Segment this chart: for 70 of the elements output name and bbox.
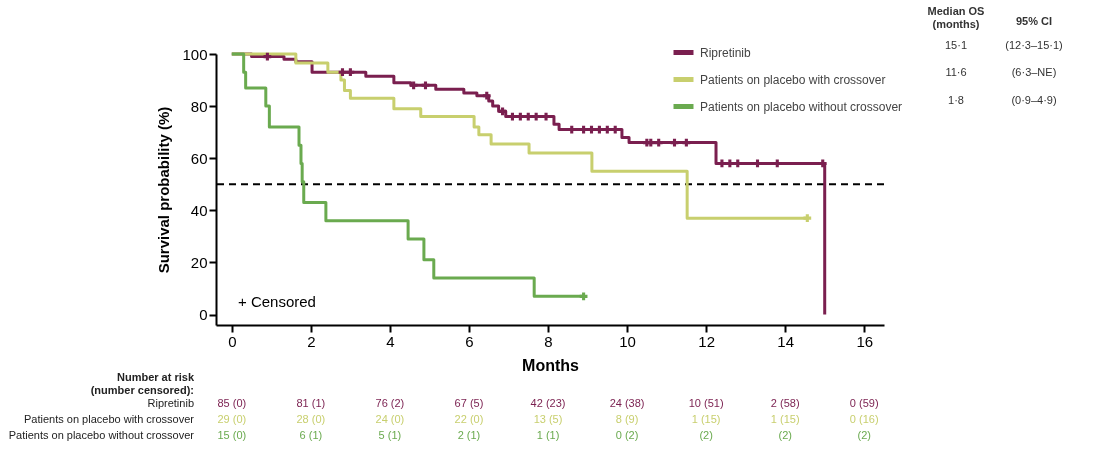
text: 28 (0) <box>296 413 326 425</box>
text: 5 (1) <box>378 429 402 441</box>
point <box>421 81 430 90</box>
x-tick-label: 0 <box>228 332 237 350</box>
text: Median OS (months) <box>927 5 985 30</box>
point <box>498 107 507 116</box>
x-tick-label: 14 <box>777 332 795 350</box>
text: 1·8 <box>948 93 964 106</box>
point <box>803 214 812 223</box>
text: 29 (0) <box>217 413 247 425</box>
text: 24 (38) <box>609 397 645 409</box>
text: 22 (0) <box>454 413 484 425</box>
x-tick-label: 6 <box>465 332 474 350</box>
y-tick-label: 0 <box>199 306 208 324</box>
legend-label: Ripretinib <box>700 45 752 60</box>
x-tick-label: 10 <box>619 332 636 350</box>
text: 76 (2) <box>375 397 405 409</box>
point <box>346 68 355 77</box>
text: 2 (58) <box>770 397 800 409</box>
point <box>409 81 418 90</box>
text: 0 (59) <box>849 397 879 409</box>
text: (6·3–NE) <box>1011 66 1057 79</box>
text: Patients on placebo with crossover <box>24 413 195 425</box>
text: 85 (0) <box>217 397 247 409</box>
text: (0·9–4·9) <box>1011 93 1057 106</box>
point <box>579 292 588 301</box>
text: 11·6 <box>945 66 967 79</box>
text: Ripretinib <box>147 397 194 409</box>
point <box>654 138 663 147</box>
text: 15 (0) <box>217 429 247 441</box>
y-tick-label: 40 <box>190 201 208 219</box>
text: 6 (1) <box>299 429 323 441</box>
x-tick-label: 16 <box>856 332 874 350</box>
x-tick-label: 4 <box>386 332 395 350</box>
text: 13 (5) <box>533 413 563 425</box>
text: 1 (15) <box>691 413 721 425</box>
x-tick-label: 2 <box>307 332 316 350</box>
y-tick-label: 100 <box>182 45 208 63</box>
x-axis-title: Months <box>522 356 580 374</box>
text: 8 (9) <box>615 413 639 425</box>
legend-label: Patients on placebo with crossover <box>700 72 886 87</box>
text: 1 (1) <box>536 429 560 441</box>
legend-label: Patients on placebo without crossover <box>700 99 903 114</box>
text: 24 (0) <box>375 413 405 425</box>
point <box>338 68 347 77</box>
y-axis-title: Survival probability (%) <box>155 106 173 274</box>
annotation: + Censored <box>238 293 316 310</box>
y-tick-label: 60 <box>190 149 208 167</box>
point <box>482 91 491 100</box>
text: (2) <box>778 429 792 441</box>
y-tick-label: 20 <box>190 253 208 271</box>
y-tick-label: 80 <box>190 97 208 115</box>
point <box>682 138 691 147</box>
text: 15·1 <box>944 39 968 51</box>
text: 10 (51) <box>688 397 724 409</box>
text: 42 (23) <box>530 397 566 409</box>
text: 95% CI <box>1015 15 1053 27</box>
text: 67 (5) <box>454 397 484 409</box>
text: Number at risk (number censored): <box>90 371 195 396</box>
text: 0 (2) <box>615 429 639 441</box>
text: 1 (15) <box>770 413 800 425</box>
text: (2) <box>699 429 713 441</box>
text: (2) <box>857 429 871 441</box>
text: (12·3–15·1) <box>1005 39 1063 51</box>
text: 2 (1) <box>457 429 481 441</box>
text: Patients on placebo without crossover <box>8 429 195 441</box>
text: 81 (1) <box>296 397 326 409</box>
x-tick-label: 12 <box>698 332 715 350</box>
x-tick-label: 8 <box>544 332 553 350</box>
text: 0 (16) <box>849 413 879 425</box>
